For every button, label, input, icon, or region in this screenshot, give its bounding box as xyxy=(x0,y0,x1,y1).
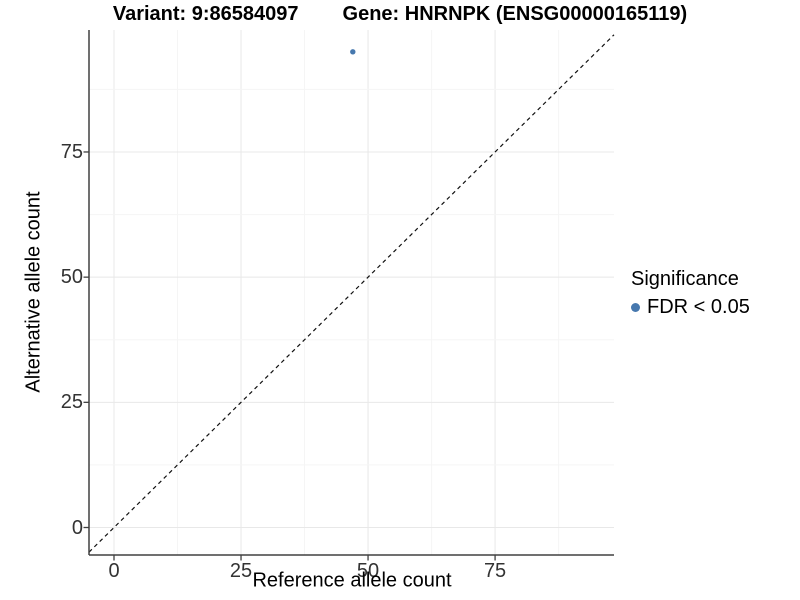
gene-title: Gene: HNRNPK (ENSG00000165119) xyxy=(342,3,688,25)
legend-item: FDR < 0.05 xyxy=(631,294,750,320)
y-axis-title: Alternative allele count xyxy=(22,191,45,393)
variant-title: Variant: 9:86584097 xyxy=(112,3,299,25)
identity-line xyxy=(88,34,615,553)
legend-point-icon xyxy=(631,302,640,312)
data-point xyxy=(350,49,356,55)
legend: Significance FDR < 0.05 xyxy=(631,266,750,320)
x-axis-title: Reference allele count xyxy=(252,569,452,592)
legend-title: Significance xyxy=(631,268,739,290)
plot-title: Variant: 9:86584097 Gene: HNRNPK (ENSG00… xyxy=(0,2,800,26)
legend-item-label: FDR < 0.05 xyxy=(647,296,750,318)
